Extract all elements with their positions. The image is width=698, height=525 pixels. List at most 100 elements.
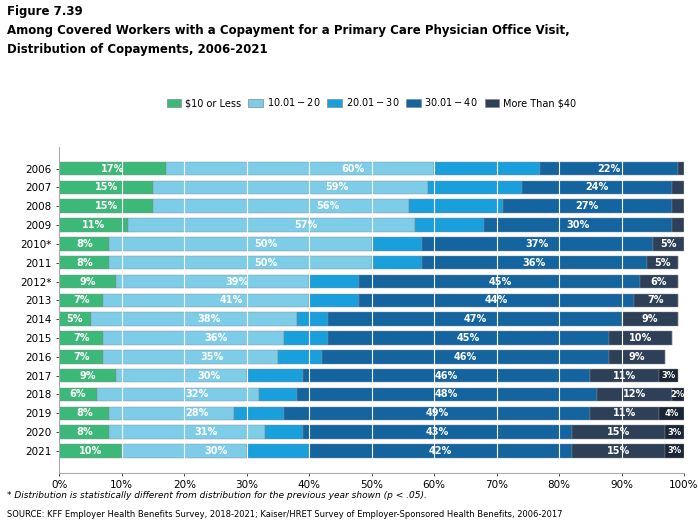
Text: 9%: 9% <box>629 352 646 362</box>
Text: 39%: 39% <box>225 277 249 287</box>
Text: 57%: 57% <box>295 220 318 230</box>
Text: 11%: 11% <box>613 371 637 381</box>
Bar <box>671 181 684 194</box>
Bar <box>572 444 665 458</box>
Text: 7%: 7% <box>648 296 664 306</box>
Bar <box>591 406 659 420</box>
Text: 49%: 49% <box>426 408 449 418</box>
Text: SOURCE: KFF Employer Health Benefits Survey, 2018-2021; Kaiser/HRET Survey of Em: SOURCE: KFF Employer Health Benefits Sur… <box>7 510 563 519</box>
Text: Distribution of Copayments, 2006-2021: Distribution of Copayments, 2006-2021 <box>7 43 267 56</box>
Bar <box>165 162 434 175</box>
Bar <box>247 369 303 382</box>
Bar <box>322 350 609 364</box>
Text: 10%: 10% <box>629 333 652 343</box>
Bar <box>110 256 371 269</box>
Text: 48%: 48% <box>435 390 459 400</box>
Text: 7%: 7% <box>73 352 89 362</box>
Text: 10%: 10% <box>79 446 102 456</box>
Bar <box>621 312 678 326</box>
Text: 56%: 56% <box>316 201 340 211</box>
Text: 41%: 41% <box>219 296 243 306</box>
Text: 45%: 45% <box>457 333 480 343</box>
Bar <box>153 181 428 194</box>
Bar <box>265 425 303 439</box>
Text: 15%: 15% <box>607 446 630 456</box>
Text: 36%: 36% <box>523 258 546 268</box>
Text: 36%: 36% <box>204 333 227 343</box>
Text: 7%: 7% <box>73 296 89 306</box>
Text: 12%: 12% <box>623 390 646 400</box>
Bar <box>59 406 110 420</box>
Bar <box>309 293 359 307</box>
Bar <box>128 218 415 232</box>
Bar <box>59 293 103 307</box>
Bar <box>540 162 678 175</box>
Bar <box>309 444 572 458</box>
Bar <box>309 275 359 288</box>
Text: 46%: 46% <box>435 371 459 381</box>
Bar <box>503 200 671 213</box>
Bar <box>91 312 297 326</box>
Bar <box>640 275 678 288</box>
Text: 47%: 47% <box>463 314 487 324</box>
Bar <box>665 425 684 439</box>
Bar <box>59 162 165 175</box>
Text: 32%: 32% <box>185 390 209 400</box>
Bar <box>609 350 665 364</box>
Text: 8%: 8% <box>76 258 93 268</box>
Bar <box>116 275 309 288</box>
Text: 22%: 22% <box>597 164 621 174</box>
Bar <box>116 369 247 382</box>
Text: 46%: 46% <box>454 352 477 362</box>
Bar <box>591 369 659 382</box>
Bar <box>110 406 235 420</box>
Text: 8%: 8% <box>76 239 93 249</box>
Text: 50%: 50% <box>254 239 277 249</box>
Bar <box>59 350 103 364</box>
Bar <box>110 237 371 250</box>
Bar <box>572 425 665 439</box>
Bar <box>59 181 153 194</box>
Text: 15%: 15% <box>94 182 118 192</box>
Text: 17%: 17% <box>101 164 124 174</box>
Text: 9%: 9% <box>641 314 658 324</box>
Text: 4%: 4% <box>664 409 678 418</box>
Text: 5%: 5% <box>67 314 83 324</box>
Bar <box>434 162 540 175</box>
Bar <box>284 331 328 345</box>
Bar <box>428 181 521 194</box>
Text: 50%: 50% <box>254 258 277 268</box>
Bar <box>422 256 646 269</box>
Bar <box>97 387 259 401</box>
Bar <box>297 312 328 326</box>
Text: 43%: 43% <box>426 427 449 437</box>
Text: 38%: 38% <box>198 314 221 324</box>
Bar <box>659 369 678 382</box>
Bar <box>59 444 121 458</box>
Bar <box>59 200 153 213</box>
Bar <box>671 218 684 232</box>
Text: 30%: 30% <box>204 446 227 456</box>
Text: 6%: 6% <box>651 277 667 287</box>
Bar <box>359 293 634 307</box>
Text: 59%: 59% <box>326 182 349 192</box>
Text: 3%: 3% <box>662 371 676 380</box>
Bar <box>284 406 591 420</box>
Text: 30%: 30% <box>198 371 221 381</box>
Bar <box>484 218 671 232</box>
Text: Figure 7.39: Figure 7.39 <box>7 5 83 18</box>
Text: 5%: 5% <box>654 258 670 268</box>
Text: 8%: 8% <box>76 408 93 418</box>
Bar <box>303 369 591 382</box>
Bar <box>235 406 284 420</box>
Text: 31%: 31% <box>195 427 218 437</box>
Bar <box>103 350 278 364</box>
Text: 27%: 27% <box>576 201 599 211</box>
Text: 60%: 60% <box>341 164 364 174</box>
Bar <box>671 387 684 401</box>
Bar <box>303 425 572 439</box>
Text: Among Covered Workers with a Copayment for a Primary Care Physician Office Visit: Among Covered Workers with a Copayment f… <box>7 24 570 37</box>
Bar <box>415 218 484 232</box>
Bar <box>59 425 110 439</box>
Bar <box>328 312 621 326</box>
